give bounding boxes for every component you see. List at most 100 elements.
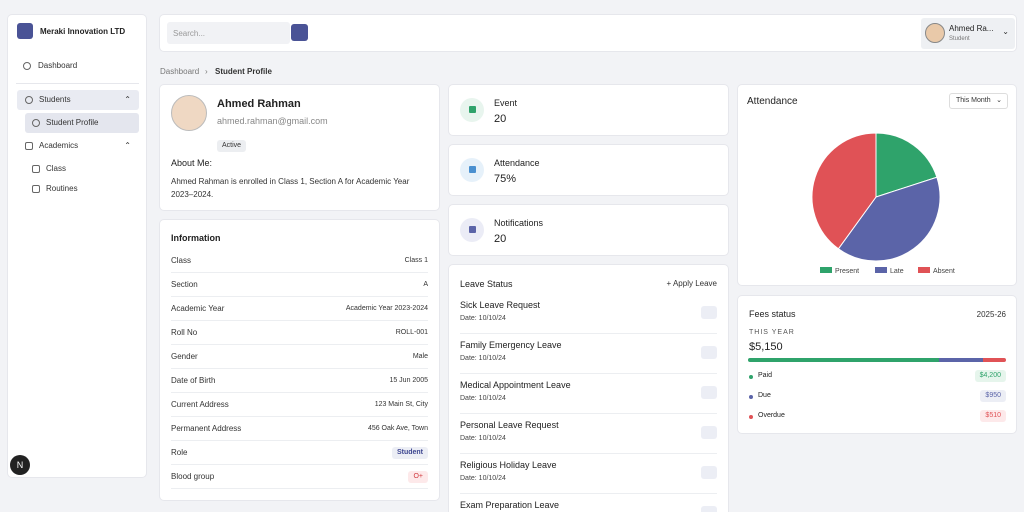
avatar — [171, 95, 207, 131]
view-button[interactable] — [701, 386, 717, 399]
stat-icon-glyph — [469, 226, 476, 233]
fees-name: Overdue — [758, 412, 785, 419]
info-label: Section — [171, 280, 198, 289]
view-button[interactable] — [701, 306, 717, 319]
view-button[interactable] — [701, 346, 717, 359]
info-row: Section A — [171, 273, 428, 297]
search-input[interactable]: Search... — [167, 22, 290, 44]
fees-amount: $4,200 — [974, 370, 1006, 382]
fees-year: 2025-26 — [976, 310, 1006, 319]
nav-label: Dashboard — [38, 61, 78, 70]
nav-student-profile[interactable]: Student Profile — [25, 113, 139, 133]
profile-email: ahmed.rahman@gmail.com — [217, 116, 328, 126]
info-value: A — [423, 273, 428, 297]
breadcrumb-current: Student Profile — [215, 67, 272, 76]
leave-date: Date: 10/10/24 — [460, 315, 506, 322]
info-value-text: Student — [391, 447, 428, 459]
info-row: Roll No ROLL-001 — [171, 321, 428, 345]
profile-card: Ahmed Rahman ahmed.rahman@gmail.com Acti… — [160, 85, 439, 210]
user-name: Ahmed Ra... — [949, 24, 994, 33]
leave-item: Medical Appointment Leave Date: 10/10/24 — [460, 374, 717, 414]
pie-chart: Present Late Absent — [811, 132, 955, 275]
legend-label: Late — [890, 268, 904, 275]
fees-title: Fees status — [749, 309, 796, 319]
info-row: Class Class 1 — [171, 249, 428, 273]
fees-bar-segment — [982, 358, 1006, 362]
stat-icon-glyph — [469, 166, 476, 173]
stat-card: Event 20 — [449, 85, 728, 135]
stat-label: Notifications — [494, 218, 544, 228]
information-card: Information Class Class 1 Section A Academic… — [160, 220, 439, 500]
info-value: 15 Jun 2005 — [389, 369, 428, 393]
about-text: Ahmed Rahman is enrolled in Class 1, Sec… — [171, 177, 410, 199]
stat-value: 20 — [494, 113, 507, 125]
leave-date: Date: 10/10/24 — [460, 475, 506, 482]
nav-dashboard[interactable]: Dashboard — [8, 56, 138, 76]
info-value: 123 Main St, City — [375, 393, 428, 417]
info-value-text: 123 Main St, City — [374, 401, 428, 408]
fees-bar-segment — [748, 358, 940, 362]
stat-card: Attendance 75% — [449, 145, 728, 195]
info-label: Roll No — [171, 328, 198, 337]
pie-slice — [811, 132, 877, 250]
fees-dot — [749, 415, 753, 419]
stat-value: 20 — [494, 233, 507, 245]
nav-students[interactable]: Students ⌃ — [17, 90, 139, 110]
view-button[interactable] — [701, 426, 717, 439]
leave-title: Leave Status — [460, 279, 513, 289]
breadcrumb-link[interactable]: Dashboard — [160, 67, 200, 76]
fees-dot — [749, 375, 753, 379]
search-button[interactable] — [291, 24, 308, 41]
status-badge: Active — [217, 140, 247, 152]
leave-title: Family Emergency Leave — [460, 340, 562, 350]
nav-academics[interactable]: Academics ⌃ — [17, 136, 139, 156]
leave-title: Sick Leave Request — [460, 300, 541, 310]
sidebar: Meraki Innovation LTD — [8, 15, 146, 477]
nav-label: Routines — [46, 184, 78, 193]
fees-amount: $950 — [980, 390, 1006, 402]
leave-date: Date: 10/10/24 — [460, 395, 506, 402]
leave-title: Religious Holiday Leave — [460, 460, 557, 470]
nav-class[interactable]: Class — [25, 159, 139, 179]
nav-label: Class — [46, 164, 67, 173]
fees-period: THIS YEAR — [749, 329, 795, 336]
info-value-text: A — [423, 281, 428, 288]
nav-label: Students — [39, 95, 71, 104]
info-label: Role — [171, 448, 188, 457]
leave-title: Medical Appointment Leave — [460, 380, 571, 390]
pie-slice — [875, 132, 938, 198]
apply-leave[interactable]: + Apply Leave — [666, 279, 717, 288]
view-button[interactable] — [701, 466, 717, 479]
info-value: Class 1 — [405, 249, 428, 273]
info-value-text: Class 1 — [404, 257, 428, 264]
fees-card: Fees status 2025-26 THIS YEAR $5,150 Pai… — [738, 296, 1016, 433]
info-value-text: Academic Year 2023-2024 — [345, 305, 428, 312]
leave-item: Religious Holiday Leave Date: 10/10/24 — [460, 454, 717, 494]
fees-name: Due — [758, 392, 771, 399]
info-value-text: Male — [412, 353, 428, 360]
about-title: About Me: — [171, 158, 213, 168]
view-button[interactable] — [701, 506, 717, 512]
info-row: Current Address 123 Main St, City — [171, 393, 428, 417]
info-label: Date of Birth — [171, 376, 216, 385]
user-menu[interactable]: Ahmed Ra... Student ⌄ — [921, 18, 1015, 49]
profile-name: Ahmed Rahman — [217, 98, 301, 110]
leave-title: Exam Preparation Leave — [460, 500, 560, 510]
app-badge[interactable]: N — [10, 455, 30, 475]
leave-date: Date: 10/10/24 — [460, 435, 506, 442]
info-value: Student — [391, 441, 428, 465]
legend-label: Present — [835, 268, 859, 275]
info-value: Academic Year 2023-2024 — [346, 297, 428, 321]
info-value-text: O+ — [408, 471, 428, 483]
leave-item: Family Emergency Leave Date: 10/10/24 — [460, 334, 717, 374]
fees-name: Paid — [758, 372, 773, 379]
nav-routines[interactable]: Routines — [25, 179, 139, 199]
leave-title: Personal Leave Request — [460, 420, 559, 430]
legend-swatch — [918, 267, 930, 273]
nav-label: Academics — [39, 141, 79, 150]
period-select[interactable]: This Month ⌄ — [949, 93, 1008, 109]
stat-card: Notifications 20 — [449, 205, 728, 255]
fees-bar-segment — [939, 358, 983, 362]
